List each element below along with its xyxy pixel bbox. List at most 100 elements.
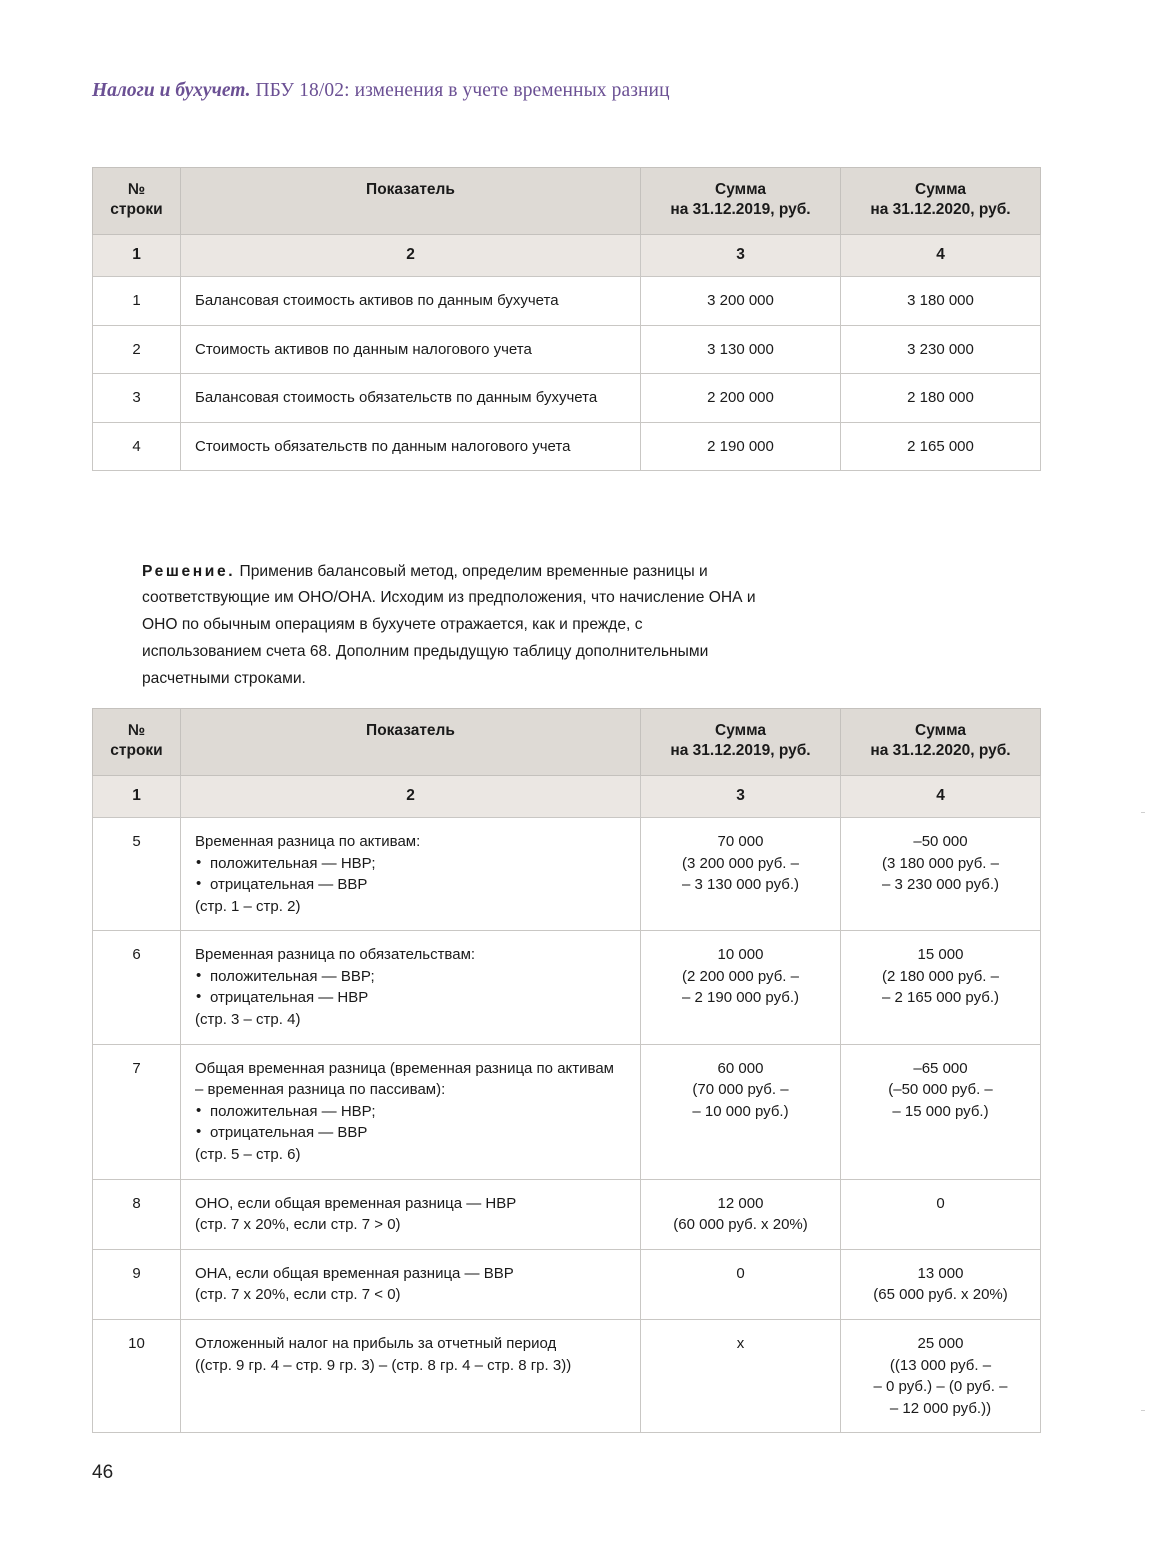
- indicator-formula: (стр. 5 – стр. 6): [195, 1146, 301, 1164]
- value-main: 0: [936, 1194, 945, 1212]
- row-indicator: ОНА, если общая временная разница — ВВР (…: [180, 1248, 641, 1321]
- col-header-row-number: № строки: [92, 167, 181, 235]
- row-number: 3: [92, 373, 181, 423]
- row-value-2020: 2 180 000: [840, 373, 1041, 423]
- value-calculation-line: – 3 230 000 руб.): [881, 876, 999, 894]
- indicator-title: ОНА, если общая временная разница — ВВР: [195, 1264, 514, 1282]
- running-head: Налоги и бухучет. ПБУ 18/02: изменения в…: [92, 80, 670, 102]
- row-value-2020: 15 000 (2 180 000 руб. – – 2 165 000 руб.): [840, 930, 1041, 1045]
- row-number: 4: [92, 421, 181, 472]
- table-header-row: № строки Показатель Сумма на 31.12.2019,…: [92, 708, 1041, 776]
- col-header-sum-2020: Сумма на 31.12.2020, руб.: [840, 708, 1041, 776]
- list-item: положительная — ВВР;: [195, 965, 626, 988]
- col-header-sum-2019: Сумма на 31.12.2019, руб.: [640, 708, 841, 776]
- value-main: 13 000: [917, 1264, 964, 1282]
- table1-body: 1 Балансовая стоимость активов по данным…: [92, 275, 1041, 472]
- column-number: 2: [180, 233, 641, 277]
- row-value-2019: 2 200 000: [640, 373, 841, 423]
- list-item: отрицательная — НВР: [195, 986, 626, 1009]
- value-calculation-line: (3 180 000 руб. –: [881, 854, 999, 872]
- indicator-title: Общая временная разница (временная разни…: [195, 1059, 614, 1099]
- row-number: 5: [92, 816, 181, 932]
- row-value-2019: 60 000 (70 000 руб. – – 10 000 руб.): [640, 1043, 841, 1180]
- col-header-indicator: Показатель: [180, 708, 641, 776]
- column-number: 1: [92, 774, 181, 818]
- value-calculation-line: – 10 000 руб.): [692, 1102, 789, 1120]
- row-value-2019: 2 190 000: [640, 421, 841, 472]
- row-indicator: Временная разница по обязательствам:поло…: [180, 930, 641, 1045]
- indicator-formula: (стр. 7 x 20%, если стр. 7 < 0): [195, 1286, 401, 1304]
- value-calculation-line: (–50 000 руб. –: [888, 1081, 993, 1099]
- row-value-2020: 2 165 000: [840, 421, 1041, 472]
- indicator-title: ОНО, если общая временная разница — НВР: [195, 1194, 517, 1212]
- running-head-section: Налоги и бухучет.: [92, 80, 251, 101]
- row-value-2020: –50 000 (3 180 000 руб. – – 3 230 000 руб.…: [840, 816, 1041, 932]
- indicator-formula: (стр. 3 – стр. 4): [195, 1011, 301, 1029]
- value-main: x: [736, 1335, 745, 1352]
- list-item: положительная — НВР;: [195, 1100, 626, 1123]
- value-main: 60 000: [717, 1059, 764, 1077]
- indicator-title: Временная разница по активам:: [195, 832, 421, 850]
- value-main: 25 000: [917, 1335, 964, 1352]
- value-calculation-line: (70 000 руб. –: [692, 1081, 789, 1099]
- value-calculation-line: – 3 130 000 руб.): [681, 876, 799, 894]
- solution-paragraph: Решение. Применив балансовый метод, опре…: [142, 559, 762, 693]
- row-indicator: Балансовая стоимость активов по данным б…: [180, 275, 641, 326]
- value-calculation-line: ((13 000 руб. –: [889, 1356, 992, 1374]
- value-calculation-line: (65 000 руб. x 20%): [873, 1286, 1008, 1304]
- value-calculation-line: – 15 000 руб.): [892, 1102, 989, 1120]
- row-value-2019: x: [640, 1318, 841, 1434]
- page-edge-mark: [1141, 812, 1145, 813]
- indicator-bullet-list: положительная — НВР;отрицательная — ВВР: [195, 1100, 626, 1144]
- table-header-row: № строки Показатель Сумма на 31.12.2019,…: [92, 167, 1041, 235]
- table-row: 9 ОНА, если общая временная разница — ВВР…: [92, 1248, 1041, 1321]
- col-header-sum-2019: Сумма на 31.12.2019, руб.: [640, 167, 841, 235]
- value-calculation-line: (2 200 000 руб. –: [681, 967, 799, 985]
- value-calculation-line: (2 180 000 руб. –: [881, 967, 999, 985]
- row-indicator: Стоимость активов по данным налогового у…: [180, 324, 641, 375]
- value-main: 0: [736, 1264, 745, 1282]
- page-number: 46: [92, 1462, 114, 1483]
- row-indicator: Стоимость обязательств по данным налогов…: [180, 421, 641, 472]
- value-main: –50 000: [913, 832, 968, 850]
- row-value-2019: 10 000 (2 200 000 руб. – – 2 190 000 руб.): [640, 930, 841, 1045]
- row-number: 6: [92, 930, 181, 1045]
- row-value-2019: 12 000 (60 000 руб. x 20%): [640, 1178, 841, 1250]
- row-number: 8: [92, 1178, 181, 1250]
- col-header-sum-2020: Сумма на 31.12.2020, руб.: [840, 167, 1041, 235]
- table-row: 8 ОНО, если общая временная разница — НВР…: [92, 1178, 1041, 1250]
- value-main: 15 000: [917, 946, 964, 964]
- column-number: 3: [640, 233, 841, 277]
- row-value-2020: 3 180 000: [840, 275, 1041, 326]
- row-value-2019: 3 130 000: [640, 324, 841, 375]
- row-value-2020: 13 000 (65 000 руб. x 20%): [840, 1248, 1041, 1321]
- table-row: 4 Стоимость обязательств по данным налог…: [92, 421, 1041, 472]
- list-item: отрицательная — ВВР: [195, 873, 626, 896]
- value-calculation-line: (3 200 000 руб. –: [681, 854, 799, 872]
- row-value-2020: 0: [840, 1178, 1041, 1250]
- page-edge-mark: [1141, 1410, 1145, 1411]
- row-indicator: Временная разница по активам: положительн…: [180, 816, 641, 932]
- list-item: отрицательная — ВВР: [195, 1121, 626, 1144]
- table-row: 2 Стоимость активов по данным налогового…: [92, 324, 1041, 375]
- row-number: 7: [92, 1043, 181, 1180]
- list-item: положительная — НВР;: [195, 852, 626, 875]
- table-row: 7 Общая временная разница (временная разн…: [92, 1043, 1041, 1180]
- column-number-row: 1 2 3 4: [92, 774, 1041, 818]
- value-calculation-line: – 2 165 000 руб.): [881, 989, 999, 1007]
- value-calculation-line: – 2 190 000 руб.): [681, 989, 799, 1007]
- solution-lead: Решение.: [142, 562, 236, 580]
- row-value-2019: 3 200 000: [640, 275, 841, 326]
- indicator-formula: ((стр. 9 гр. 4 – стр. 9 гр. 3) – (стр. 8…: [195, 1356, 572, 1374]
- col-header-indicator: Показатель: [180, 167, 641, 235]
- row-number: 10: [92, 1318, 181, 1434]
- solution-text: Применив балансовый метод, определим вре…: [142, 562, 756, 687]
- table-row: 5 Временная разница по активам: положитель…: [92, 816, 1041, 932]
- table2-body: 5 Временная разница по активам: положитель…: [92, 816, 1041, 1434]
- indicator-formula: (стр. 1 – стр. 2): [195, 897, 301, 915]
- row-number: 9: [92, 1248, 181, 1321]
- column-number: 2: [180, 774, 641, 818]
- row-indicator: Отложенный налог на прибыль за отчетный …: [180, 1318, 641, 1434]
- row-value-2020: 25 000 ((13 000 руб. – – 0 руб.) – (0 руб.…: [840, 1318, 1041, 1434]
